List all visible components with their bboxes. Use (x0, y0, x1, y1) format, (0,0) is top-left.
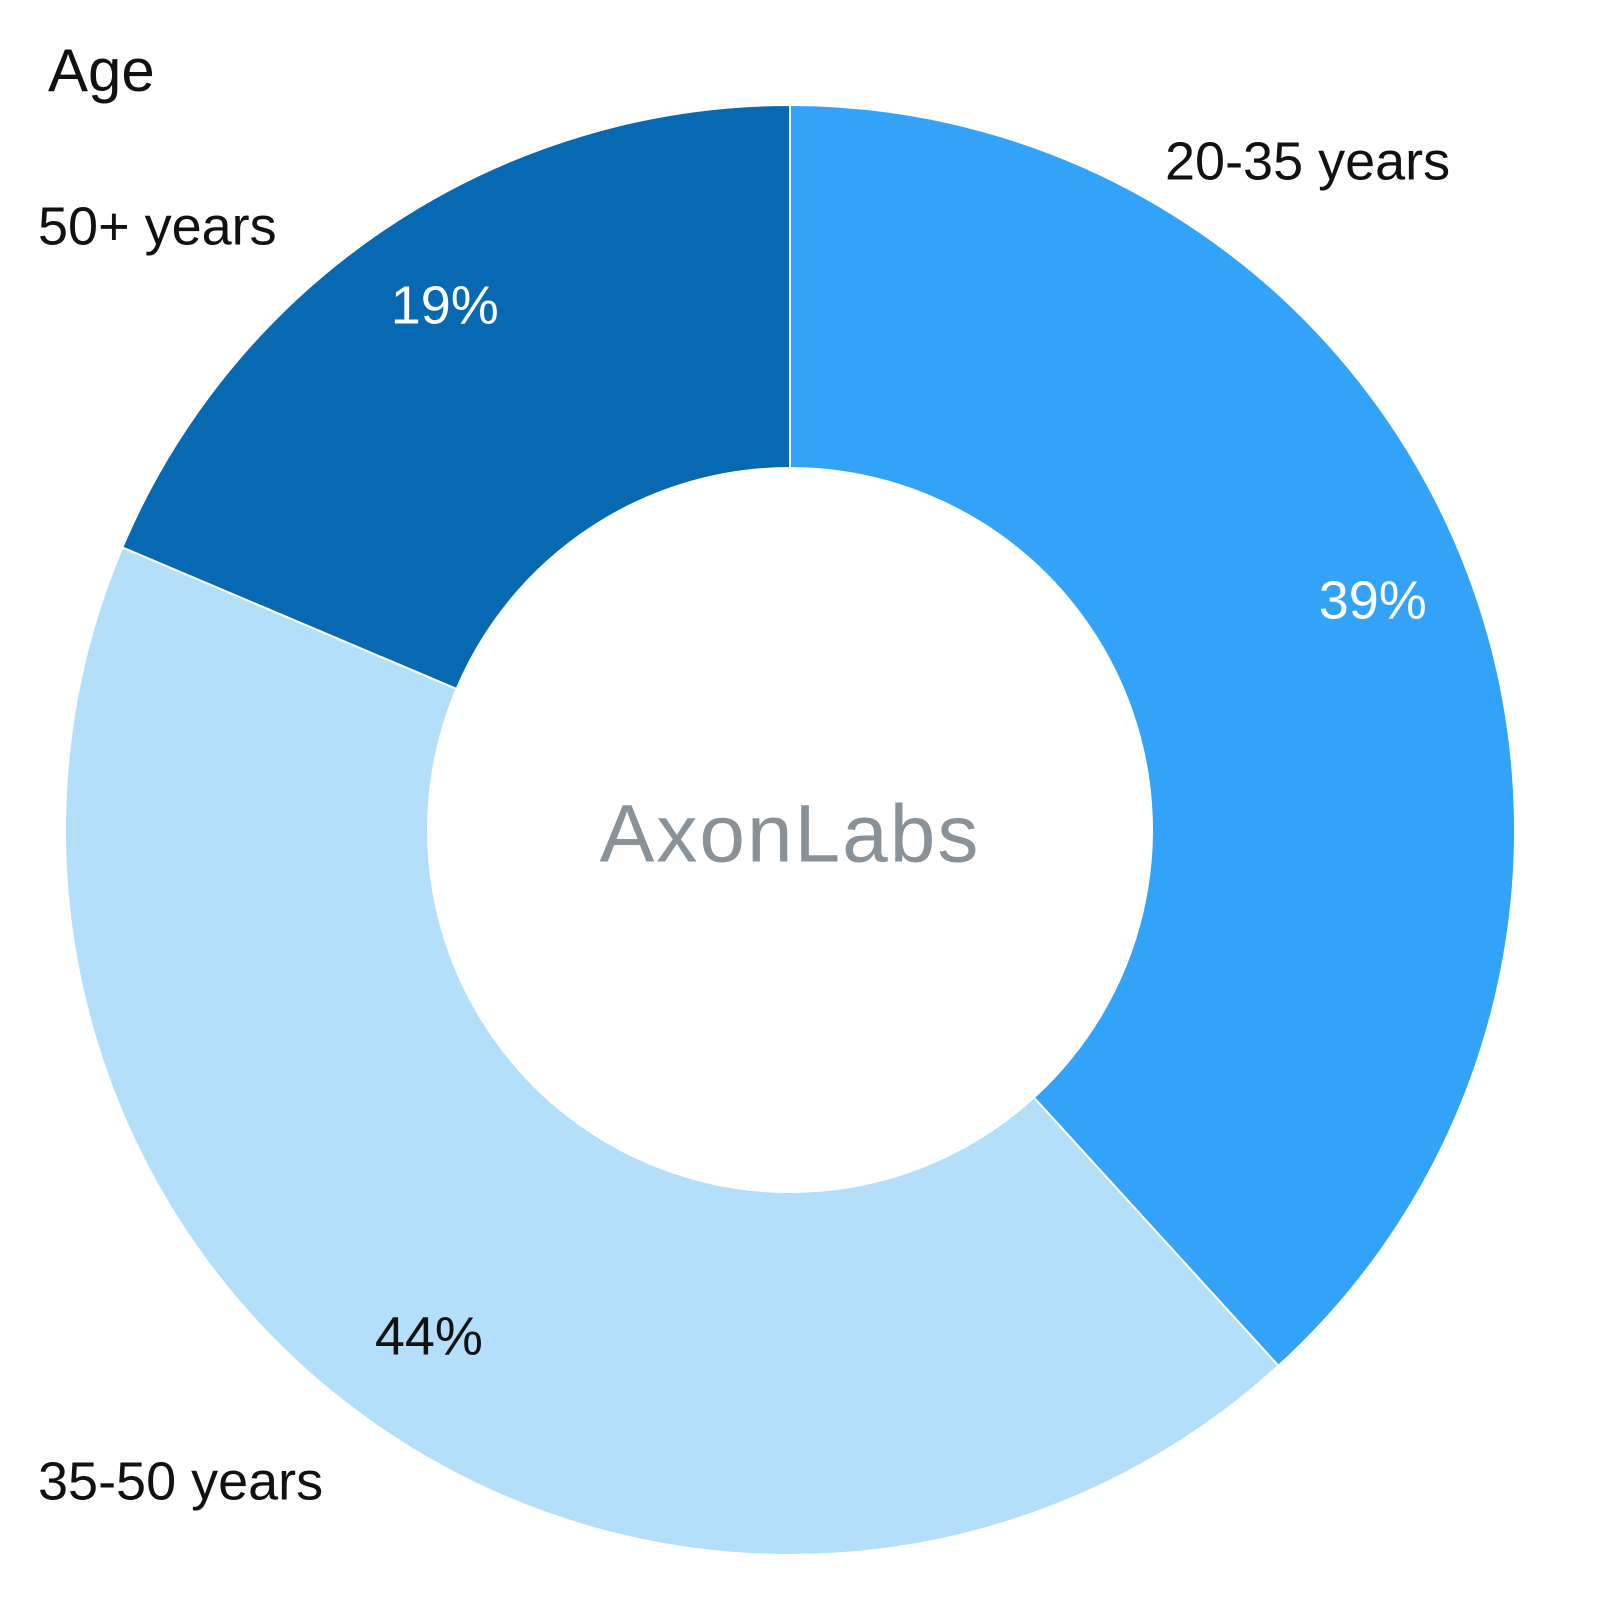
value-label: 39% (1319, 570, 1427, 630)
slice (121, 103, 791, 691)
value-label: 19% (391, 275, 499, 335)
slice (789, 103, 1516, 1368)
chart-title: Age (48, 37, 155, 104)
category-label: 20-35 years (1165, 131, 1450, 191)
value-label: 44% (375, 1306, 483, 1366)
category-label: 50+ years (38, 196, 277, 256)
center-text: AxonLabs (600, 789, 981, 880)
slices (63, 103, 1516, 1556)
category-label: 35-50 years (38, 1451, 323, 1511)
slice (63, 546, 1280, 1556)
